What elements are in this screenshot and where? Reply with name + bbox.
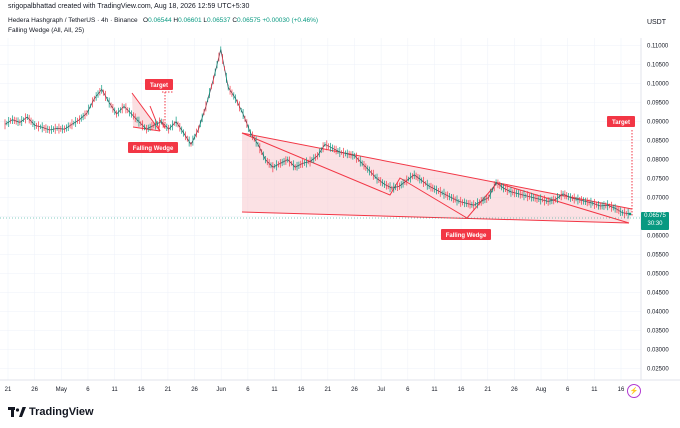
x-tick-label: 11 (111, 387, 118, 393)
last-price-point (628, 212, 632, 216)
y-tick-label: 0.09500 (647, 101, 669, 107)
time-axis: 21 26 May 6 11 16 21 26 Jun 6 11 16 21 26 Jul 6 11 16 21 26… (5, 387, 625, 393)
x-tick-label: 6 (566, 387, 570, 393)
y-tick-label: 0.05500 (647, 253, 669, 259)
x-tick-label: 11 (431, 387, 438, 393)
x-tick-label: 16 (618, 387, 625, 393)
chart-header: srigopalbhattad created with TradingView… (0, 0, 680, 12)
y-tick-label: 0.08500 (647, 139, 669, 145)
x-tick-label: 26 (511, 387, 518, 393)
price-axis: 0.11000 0.10500 0.10000 0.09500 0.09000 0.085… (647, 44, 669, 373)
tag-falling-wedge-large[interactable]: Falling Wedge (441, 229, 491, 240)
close-label: C (232, 17, 238, 24)
y-tick-label: 0.07000 (647, 196, 669, 202)
tradingview-logo[interactable]: TradingView (8, 406, 94, 418)
y-tick-label: 0.06000 (647, 234, 669, 240)
currency-label[interactable]: USDT (646, 19, 666, 26)
tag-target-small[interactable]: Target (145, 79, 173, 90)
tag-target-large-text: Target (612, 120, 630, 126)
x-tick-label: 21 (5, 387, 12, 393)
x-tick-label: May (56, 387, 67, 393)
close-value: 0.06575 (237, 17, 261, 24)
x-tick-label: 16 (458, 387, 465, 393)
y-tick-label: 0.11000 (647, 44, 669, 50)
x-tick-label: 16 (138, 387, 145, 393)
y-tick-label: 0.03000 (647, 348, 669, 354)
y-tick-label: 0.08000 (647, 158, 669, 164)
tag-target-large[interactable]: Target (607, 116, 635, 127)
bar-countdown: 30:30 (647, 221, 663, 227)
tag-falling-wedge-large-text: Falling Wedge (446, 233, 487, 239)
wedge-small-mid (149, 105, 161, 132)
author-line: srigopalbhattad created with TradingView… (8, 3, 250, 10)
x-tick-label: 21 (324, 387, 331, 393)
y-tick-label: 0.05000 (647, 272, 669, 278)
lightning-icon[interactable]: ⚡ (627, 384, 641, 398)
x-tick-label: 26 (191, 387, 198, 393)
y-tick-label: 0.09000 (647, 120, 669, 126)
price-series (4, 46, 632, 219)
wedge-large-lower (241, 211, 630, 224)
open-label: O (143, 17, 149, 24)
high-value: 0.06601 (178, 17, 202, 24)
wedge-small-breakout (159, 119, 166, 129)
current-price-badge: 0.06575 30:30 (641, 212, 669, 230)
footer: TradingView (8, 404, 94, 420)
low-label: L (203, 17, 208, 24)
x-tick-label: 26 (31, 387, 38, 393)
open-value: 0.06544 (148, 17, 172, 24)
x-tick-label: 26 (351, 387, 358, 393)
x-tick-label: 6 (86, 387, 90, 393)
y-tick-label: 0.10000 (647, 82, 669, 88)
current-price: 0.06575 (644, 213, 666, 219)
falling-wedge-large (241, 130, 633, 224)
y-tick-label: 0.03500 (647, 329, 669, 335)
tag-falling-wedge-small-text: Falling Wedge (133, 146, 174, 152)
x-tick-label: 6 (406, 387, 410, 393)
x-tick-label: 11 (271, 387, 278, 393)
change-value: +0.00030 (+0.46%) (262, 17, 319, 24)
tag-falling-wedge-small[interactable]: Falling Wedge (128, 142, 178, 153)
x-tick-label: 21 (484, 387, 491, 393)
indicator-legend[interactable]: Falling Wedge (All, All, 25) (8, 27, 85, 34)
y-tick-label: 0.10500 (647, 63, 669, 69)
high-label: H (173, 17, 179, 24)
y-tick-label: 0.07500 (647, 177, 669, 183)
tag-target-small-text: Target (150, 83, 168, 89)
x-tick-label: Jun (216, 387, 226, 393)
x-tick-label: Jul (377, 387, 385, 393)
wedge-large-fill (242, 133, 632, 223)
x-tick-label: 11 (591, 387, 598, 393)
x-tick-label: 16 (298, 387, 305, 393)
y-tick-label: 0.04000 (647, 310, 669, 316)
x-tick-label: 6 (246, 387, 250, 393)
low-value: 0.06537 (207, 17, 231, 24)
x-tick-label: 21 (165, 387, 172, 393)
tradingview-logo-icon (8, 407, 26, 417)
symbol-legend: Hedera Hashgraph / TetherUS · 4h · Binan… (8, 17, 318, 24)
x-tick-label: Aug (536, 387, 547, 393)
tradingview-brand: TradingView (29, 406, 94, 418)
symbol-name[interactable]: Hedera Hashgraph / TetherUS · 4h · Binan… (8, 17, 138, 24)
wedge-large-zigzag (241, 132, 630, 224)
y-tick-label: 0.04500 (647, 291, 669, 297)
y-tick-label: 0.02500 (647, 367, 669, 373)
